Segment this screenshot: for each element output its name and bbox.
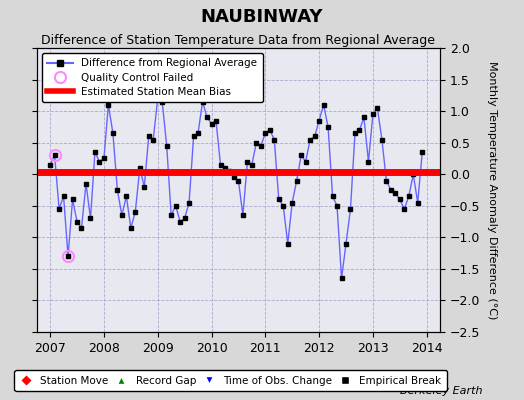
Difference from Regional Average <box>69 197 75 202</box>
Difference from Regional Average <box>47 162 53 167</box>
Difference from Regional Average <box>419 150 425 154</box>
Line: Difference from Regional Average: Difference from Regional Average <box>48 96 424 281</box>
Difference from Regional Average <box>235 178 242 183</box>
Difference from Regional Average <box>334 203 340 208</box>
Legend: Difference from Regional Average, Quality Control Failed, Estimated Station Mean: Difference from Regional Average, Qualit… <box>42 53 263 102</box>
Y-axis label: Monthly Temperature Anomaly Difference (°C): Monthly Temperature Anomaly Difference (… <box>487 61 497 319</box>
Difference from Regional Average <box>155 96 161 101</box>
Quality Control Failed <box>65 254 71 259</box>
Difference from Regional Average <box>217 162 224 167</box>
Text: Berkeley Earth: Berkeley Earth <box>400 386 482 396</box>
Difference from Regional Average <box>339 276 345 281</box>
Legend: Station Move, Record Gap, Time of Obs. Change, Empirical Break: Station Move, Record Gap, Time of Obs. C… <box>15 370 446 391</box>
Text: NAUBINWAY: NAUBINWAY <box>201 8 323 26</box>
Quality Control Failed <box>51 153 58 158</box>
Line: Quality Control Failed: Quality Control Failed <box>49 150 73 262</box>
Title: Difference of Station Temperature Data from Regional Average: Difference of Station Temperature Data f… <box>41 34 435 47</box>
Difference from Regional Average <box>51 153 58 158</box>
Difference from Regional Average <box>356 128 363 132</box>
